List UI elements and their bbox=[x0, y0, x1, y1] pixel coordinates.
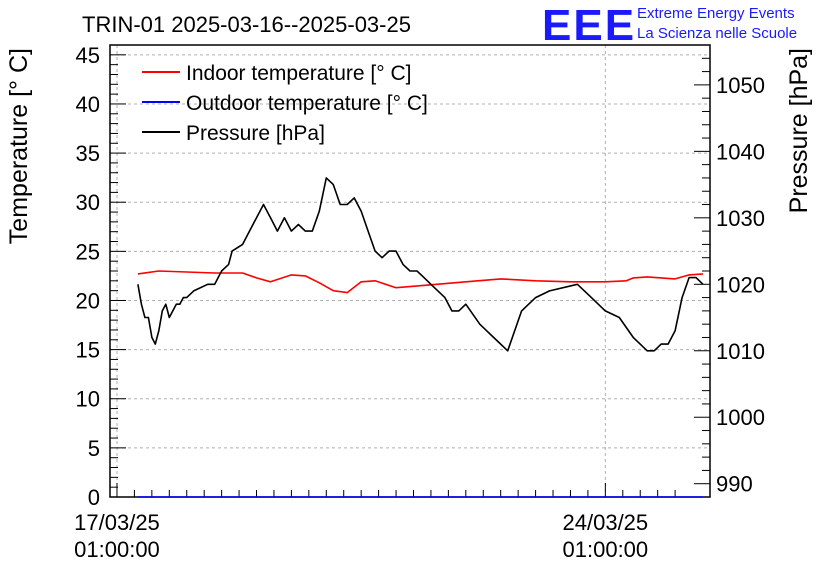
left-axis-tick-label: 10 bbox=[76, 387, 100, 412]
logo-line-1: Extreme Energy Events bbox=[637, 5, 795, 22]
x-axis-tick-time: 01:00:00 bbox=[563, 537, 649, 562]
right-axis-tick-label: 1050 bbox=[716, 73, 765, 98]
left-axis-tick-label: 25 bbox=[76, 239, 100, 264]
left-axis-label: Temperature [° C] bbox=[5, 48, 33, 244]
legend-label-pressure: Pressure [hPa] bbox=[186, 122, 325, 145]
right-axis-tick-label: 990 bbox=[716, 472, 753, 497]
x-axis-tick-time: 01:00:00 bbox=[74, 537, 160, 562]
x-axis-tick-date: 24/03/25 bbox=[563, 510, 649, 535]
series-line-indoor bbox=[137, 270, 704, 294]
left-axis-tick-label: 15 bbox=[76, 338, 100, 363]
right-axis-tick-label: 1040 bbox=[716, 139, 765, 164]
left-axis-tick-label: 40 bbox=[76, 92, 100, 117]
left-axis-tick-label: 0 bbox=[88, 485, 100, 510]
legend-label-indoor: Indoor temperature [° C] bbox=[186, 62, 412, 85]
legend: Indoor temperature [° C] Outdoor tempera… bbox=[142, 62, 428, 145]
right-axis-tick-label: 1000 bbox=[716, 405, 765, 430]
left-axis-tick-label: 45 bbox=[76, 43, 100, 68]
data-series bbox=[137, 177, 704, 498]
left-axis-tick-label: 5 bbox=[88, 436, 100, 461]
left-axis-ticks: 0 5 10 15 20 25 30 35 40 45 bbox=[76, 43, 126, 510]
right-axis-ticks: 990 1000 1010 1020 1030 1040 1050 bbox=[694, 44, 765, 498]
x-axis-tick-date: 17/03/25 bbox=[74, 510, 160, 535]
left-axis-tick-label: 35 bbox=[76, 141, 100, 166]
left-axis-tick-label: 20 bbox=[76, 288, 100, 313]
eee-logo: EEE Extreme Energy Events La Scienza nel… bbox=[542, 1, 797, 50]
right-axis-tick-label: 1010 bbox=[716, 339, 765, 364]
chart-title: TRIN-01 2025-03-16--2025-03-25 bbox=[82, 12, 411, 37]
right-axis-tick-label: 1030 bbox=[716, 206, 765, 231]
logo-mark: EEE bbox=[542, 1, 636, 50]
right-axis-tick-label: 1020 bbox=[716, 272, 765, 297]
logo-line-2: La Scienza nelle Scuole bbox=[637, 25, 797, 42]
legend-label-outdoor: Outdoor temperature [° C] bbox=[186, 92, 428, 115]
left-axis-tick-label: 30 bbox=[76, 190, 100, 215]
right-axis-label: Pressure [hPa] bbox=[785, 48, 813, 213]
grid-lines bbox=[110, 45, 710, 497]
series-line-pressure bbox=[137, 177, 704, 352]
